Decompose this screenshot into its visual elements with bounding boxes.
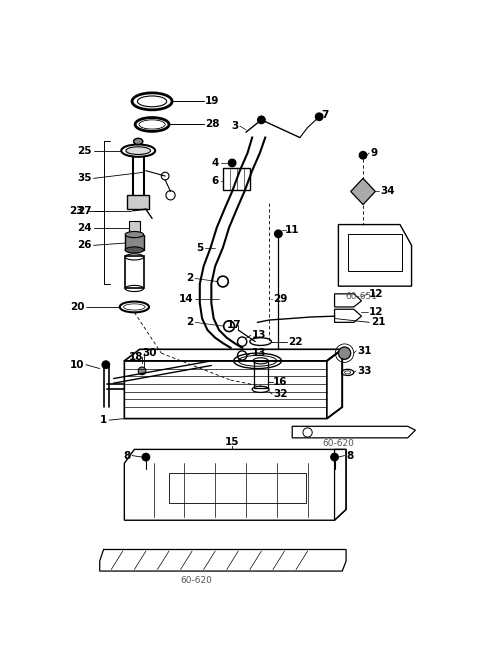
- Text: 27: 27: [77, 205, 92, 215]
- Text: 60-651: 60-651: [346, 293, 377, 301]
- Text: 8: 8: [346, 451, 353, 461]
- Text: 8: 8: [123, 451, 131, 461]
- Text: 31: 31: [358, 346, 372, 356]
- Text: 29: 29: [273, 294, 288, 305]
- Polygon shape: [351, 178, 375, 205]
- Bar: [125, 256, 144, 289]
- Text: 6: 6: [212, 176, 219, 186]
- Text: 9: 9: [371, 148, 378, 158]
- Text: 13: 13: [252, 331, 267, 340]
- Bar: [169, 473, 306, 503]
- Text: 19: 19: [205, 96, 219, 106]
- Text: 60-620: 60-620: [323, 439, 354, 448]
- Text: 12: 12: [369, 307, 384, 317]
- Text: 10: 10: [70, 360, 84, 370]
- Text: 1: 1: [100, 415, 108, 425]
- Bar: [127, 196, 149, 209]
- Text: 15: 15: [225, 437, 240, 447]
- Bar: [125, 235, 144, 250]
- Text: 30: 30: [142, 348, 156, 358]
- Circle shape: [275, 230, 282, 237]
- Text: 13: 13: [252, 348, 267, 358]
- Text: 17: 17: [227, 320, 241, 330]
- Text: 3: 3: [231, 121, 238, 131]
- Ellipse shape: [125, 247, 144, 253]
- Text: 5: 5: [196, 243, 204, 253]
- Circle shape: [331, 454, 338, 461]
- Text: 2: 2: [186, 273, 193, 283]
- Text: 26: 26: [77, 240, 92, 250]
- Text: 16: 16: [273, 376, 288, 386]
- Text: 34: 34: [381, 186, 396, 196]
- Circle shape: [102, 361, 110, 368]
- Ellipse shape: [125, 231, 144, 237]
- Circle shape: [338, 347, 351, 359]
- Text: 7: 7: [322, 110, 329, 120]
- Text: 11: 11: [285, 225, 299, 235]
- Circle shape: [142, 454, 150, 461]
- Text: 14: 14: [179, 294, 193, 305]
- Text: 32: 32: [273, 389, 288, 399]
- Circle shape: [138, 367, 146, 374]
- Text: 18: 18: [129, 352, 144, 362]
- Text: 22: 22: [288, 336, 303, 346]
- Text: 21: 21: [371, 317, 385, 327]
- Text: 23: 23: [69, 205, 84, 215]
- Circle shape: [315, 113, 323, 120]
- Text: 33: 33: [358, 366, 372, 376]
- Text: 24: 24: [77, 223, 92, 233]
- Text: 35: 35: [77, 174, 92, 184]
- Text: 4: 4: [212, 158, 219, 168]
- Text: 25: 25: [77, 146, 92, 156]
- Bar: [129, 221, 140, 235]
- Bar: [348, 234, 402, 271]
- Ellipse shape: [133, 138, 143, 144]
- Circle shape: [228, 159, 236, 167]
- Text: 12: 12: [369, 289, 384, 299]
- Circle shape: [258, 116, 265, 124]
- Text: 28: 28: [205, 120, 220, 130]
- Ellipse shape: [126, 147, 151, 154]
- Bar: [223, 168, 250, 190]
- Text: 20: 20: [70, 302, 84, 312]
- Bar: [254, 361, 267, 388]
- Text: 2: 2: [186, 317, 193, 327]
- Text: 60-620: 60-620: [180, 576, 212, 585]
- Circle shape: [359, 152, 367, 159]
